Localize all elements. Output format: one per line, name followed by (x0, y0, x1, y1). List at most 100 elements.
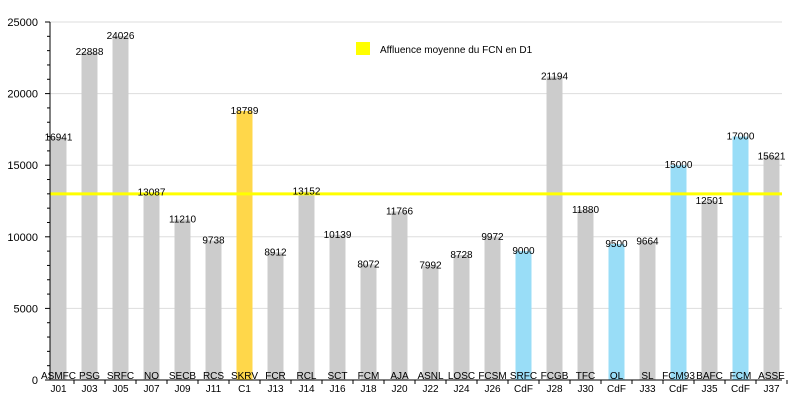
bar-value-label: 10139 (324, 230, 352, 241)
bar (546, 76, 563, 380)
x-category-label: FCM (358, 371, 380, 382)
x-round-label: J26 (484, 384, 501, 395)
legend-label: Affluence moyenne du FCN en D1 (380, 45, 533, 56)
x-round-label: J28 (546, 384, 563, 395)
bar-value-label: 8072 (357, 259, 380, 270)
x-round-label: CdF (669, 384, 688, 395)
bar-value-label: 12501 (696, 196, 724, 207)
bar (236, 110, 253, 380)
bar (391, 211, 408, 380)
x-category-label: NO (144, 371, 159, 382)
bar-value-label: 11880 (572, 205, 600, 216)
gridlines (50, 21, 782, 309)
bar-value-label: 13152 (293, 187, 321, 198)
x-category-label: PSG (79, 371, 100, 382)
x-category-label: FCR (265, 371, 286, 382)
bar-value-label: 22888 (76, 47, 104, 58)
bar-value-label: 11766 (386, 207, 414, 218)
bar-value-label: 11210 (169, 214, 197, 225)
bar (453, 255, 470, 380)
y-tick-label: 25000 (7, 17, 38, 29)
bar-value-label: 9972 (481, 232, 504, 243)
labels: 0 5000 10000 15000 20000 25000 16941 ASMFC J01 22… (7, 17, 785, 395)
bar (639, 241, 656, 380)
x-round-label: CdF (731, 384, 750, 395)
x-round-label: CdF (607, 384, 626, 395)
x-category-label: TFC (576, 371, 595, 382)
x-round-label: J11 (206, 384, 222, 395)
x-round-label: J24 (453, 384, 470, 395)
bar (143, 192, 160, 380)
bar (484, 237, 501, 380)
x-category-label: OL (610, 371, 624, 382)
y-tick-label: 5000 (14, 303, 38, 315)
x-round-label: J07 (143, 384, 160, 395)
x-round-label: J30 (577, 384, 594, 395)
x-category-label: FCSM (478, 371, 506, 382)
x-category-label: AJA (390, 371, 409, 382)
x-round-label: J22 (422, 384, 439, 395)
legend-swatch (356, 42, 370, 55)
y-tick-label: 20000 (7, 89, 38, 101)
x-category-label: FCM93 (662, 371, 695, 382)
bar-value-label: 16941 (45, 132, 73, 143)
x-category-label: LOSC (448, 371, 475, 382)
bar (608, 243, 625, 380)
x-category-label: RCS (203, 371, 224, 382)
bar-value-label: 9664 (636, 237, 659, 248)
x-round-label: J16 (329, 384, 346, 395)
x-category-label: SCT (328, 371, 348, 382)
axes (45, 21, 788, 384)
bar-value-label: 15000 (665, 160, 693, 171)
x-round-label: J18 (360, 384, 377, 395)
legend: Affluence moyenne du FCN en D1 (356, 42, 533, 56)
x-round-label: J37 (763, 384, 780, 395)
x-category-label: RCL (296, 371, 316, 382)
bar (329, 234, 346, 380)
bar (174, 219, 191, 380)
x-category-label: FCGB (541, 371, 569, 382)
bar (577, 209, 594, 380)
bar (670, 165, 687, 380)
bar (267, 252, 284, 380)
x-category-label: ASNL (417, 371, 444, 382)
bar-value-label: 9738 (202, 236, 225, 247)
bar (701, 200, 718, 380)
bar-value-label: 7992 (419, 261, 442, 272)
bar (360, 264, 377, 380)
bar (763, 156, 780, 380)
bar-value-label: 21194 (541, 72, 569, 83)
bar (732, 136, 749, 380)
bar (298, 191, 315, 380)
x-category-label: BAFC (696, 371, 723, 382)
y-tick-label: 10000 (7, 232, 38, 244)
bar (112, 35, 129, 380)
x-round-label: J33 (639, 384, 656, 395)
bar (422, 265, 439, 380)
x-category-label: ASMFC (41, 371, 76, 382)
x-category-label: SECB (169, 371, 197, 382)
x-category-label: SRFC (510, 371, 537, 382)
bar-value-label: 15621 (758, 151, 786, 162)
x-category-label: SRFC (107, 371, 134, 382)
x-category-label: SKRV (231, 371, 258, 382)
x-round-label: CdF (514, 384, 533, 395)
x-round-label: J20 (391, 384, 408, 395)
bar-value-label: 9000 (512, 246, 535, 257)
bar-value-label: 18789 (231, 106, 259, 117)
x-round-label: J09 (174, 384, 191, 395)
bar (50, 137, 67, 380)
bar-value-label: 13087 (138, 188, 166, 199)
x-category-label: ASSE (758, 371, 785, 382)
x-round-label: J03 (81, 384, 98, 395)
x-category-label: FCM (730, 371, 752, 382)
bars (50, 35, 780, 381)
y-tick-label: 0 (32, 375, 38, 387)
bar-value-label: 8728 (450, 250, 473, 261)
bar (81, 52, 98, 381)
bar-value-label: 17000 (727, 132, 755, 143)
x-round-label: J05 (112, 384, 129, 395)
x-round-label: J35 (701, 384, 718, 395)
x-round-label: J13 (267, 384, 284, 395)
